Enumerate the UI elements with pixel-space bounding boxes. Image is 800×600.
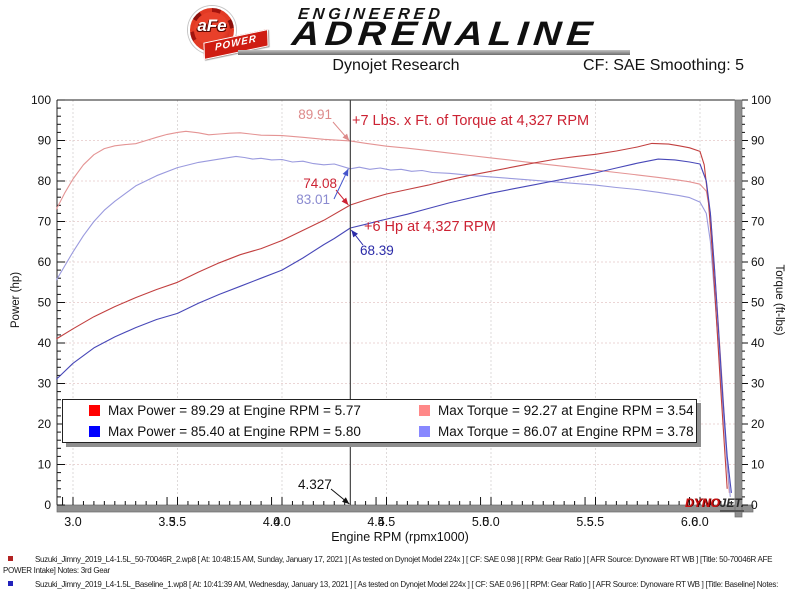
svg-text:90: 90 — [38, 134, 52, 148]
svg-text:3.0: 3.0 — [64, 515, 81, 529]
svg-text:40: 40 — [751, 336, 765, 350]
svg-text:6.0: 6.0 — [681, 515, 698, 529]
svg-text:3.5: 3.5 — [158, 515, 175, 529]
curve-afe-power — [56, 142, 728, 489]
dynojet-watermark-jet: JET. — [719, 496, 745, 512]
torque-gain-annotation: +7 Lbs. x Ft. of Torque at 4,327 RPM — [352, 113, 590, 129]
readout-baseline-torque: 83.01 — [296, 192, 330, 207]
svg-text:70: 70 — [751, 215, 765, 229]
svg-text:60: 60 — [38, 255, 52, 269]
smoothing-label: CF: SAE Smoothing: 5 — [583, 57, 744, 74]
legend-box: Max Power = 89.29 at Engine RPM = 5.77 M… — [62, 399, 697, 443]
readout-afe-torque: 89.91 — [298, 107, 332, 122]
x-axis-title: Engine RPM (rpmx1000) — [331, 530, 469, 544]
svg-text:90: 90 — [751, 134, 765, 148]
hp-gain-annotation: +6 Hp at 4,327 RPM — [364, 219, 496, 235]
chart-grid — [57, 100, 735, 505]
afe-badge-text: aFe — [197, 16, 227, 35]
svg-text:50: 50 — [751, 296, 765, 310]
legend-swatch-red — [89, 405, 100, 416]
y-axis-left-title: Power (hp) — [10, 271, 22, 329]
svg-text:30: 30 — [751, 377, 765, 391]
svg-text:5.0: 5.0 — [472, 515, 489, 529]
logo-underline — [238, 50, 630, 55]
svg-text:20: 20 — [751, 417, 765, 431]
svg-text:60: 60 — [751, 255, 765, 269]
legend-label: Max Torque = 86.07 at Engine RPM = 3.78 — [438, 424, 694, 439]
axis-ticks: 0 0 10 10 20 20 30 30 40 40 50 50 60 60 70 70 80 80 90 90 10… — [31, 93, 771, 529]
svg-text:100: 100 — [751, 93, 771, 107]
svg-text:3.5: 3.5 — [169, 515, 186, 529]
curve-baseline-power — [55, 158, 732, 493]
dynojet-watermark: DYNOJET. — [685, 496, 745, 512]
legend-swatch-salmon — [419, 405, 430, 416]
legend-label: Max Torque = 92.27 at Engine RPM = 3.54 — [438, 403, 694, 418]
svg-text:5.0: 5.0 — [482, 515, 499, 529]
y-axis-right-title: Torque (ft-lbs) — [773, 264, 785, 336]
cursor-rpm-label: 4.327 — [298, 477, 332, 492]
svg-text:40: 40 — [38, 336, 52, 350]
svg-text:4.5: 4.5 — [367, 515, 384, 529]
legend-item-max-torque-baseline: Max Torque = 86.07 at Engine RPM = 3.78 — [419, 424, 696, 439]
readout-afe-power: 74.08 — [303, 176, 337, 191]
legend-swatch-lightblue — [419, 426, 430, 437]
footnotes: Suzuki_Jimny_2019_L4-1.5L_50-70046R_2.wp… — [3, 554, 797, 593]
svg-text:4.0: 4.0 — [273, 515, 290, 529]
legend-label: Max Power = 89.29 at Engine RPM = 5.77 — [108, 403, 361, 418]
footnote-bullet-red — [8, 556, 13, 561]
legend-item-max-power-baseline: Max Power = 85.40 at Engine RPM = 5.80 — [89, 424, 419, 439]
svg-text:80: 80 — [751, 174, 765, 188]
svg-text:10: 10 — [751, 458, 765, 472]
dynojet-watermark-dyno: DYNO — [685, 496, 720, 510]
svg-text:6.0: 6.0 — [691, 515, 708, 529]
svg-text:30: 30 — [38, 377, 52, 391]
annotation-arrows — [330, 121, 364, 505]
svg-text:5.5: 5.5 — [587, 515, 604, 529]
svg-text:4.0: 4.0 — [263, 515, 280, 529]
chart-title: Dynojet Research — [332, 57, 460, 74]
curve-baseline-torque — [55, 155, 731, 497]
readout-baseline-power: 68.39 — [360, 243, 394, 258]
svg-text:70: 70 — [38, 215, 52, 229]
svg-text:10: 10 — [38, 458, 52, 472]
svg-text:20: 20 — [38, 417, 52, 431]
footnote-afe-run: Suzuki_Jimny_2019_L4-1.5L_50-70046R_2.wp… — [3, 555, 773, 575]
svg-text:4.5: 4.5 — [378, 515, 395, 529]
svg-text:80: 80 — [38, 174, 52, 188]
svg-text:50: 50 — [38, 296, 52, 310]
legend-item-max-torque-afe: Max Torque = 92.27 at Engine RPM = 3.54 — [419, 403, 696, 418]
legend-label: Max Power = 85.40 at Engine RPM = 5.80 — [108, 424, 361, 439]
svg-text:0: 0 — [751, 498, 758, 512]
curve-afe-torque — [55, 130, 730, 493]
svg-text:5.5: 5.5 — [576, 515, 593, 529]
svg-text:0: 0 — [44, 498, 51, 512]
footnote-baseline-run: Suzuki_Jimny_2019_L4-1.5L_Baseline_1.wp8… — [3, 579, 797, 590]
legend-item-max-power-afe: Max Power = 89.29 at Engine RPM = 5.77 — [89, 403, 419, 418]
legend-swatch-blue — [89, 426, 100, 437]
footnote-bullet-blue — [8, 581, 13, 586]
chart-frame — [56, 99, 754, 518]
svg-text:100: 100 — [31, 93, 51, 107]
